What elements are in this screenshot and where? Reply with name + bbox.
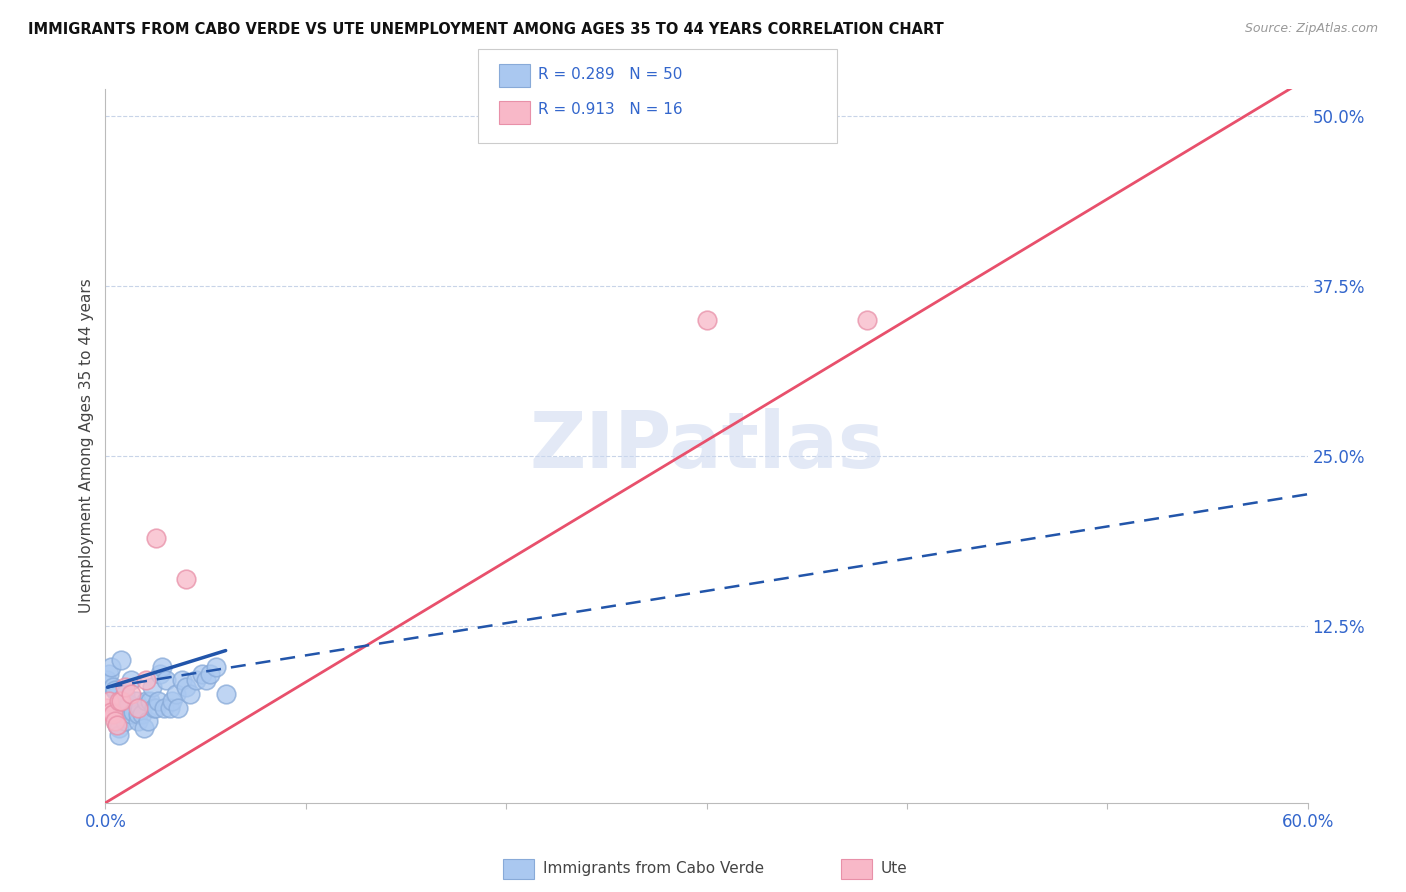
Point bbox=[104, 714, 127, 729]
Point bbox=[104, 705, 127, 719]
Point bbox=[100, 705, 122, 719]
Point bbox=[160, 694, 183, 708]
Point bbox=[855, 313, 877, 327]
Y-axis label: Unemployment Among Ages 35 to 44 years: Unemployment Among Ages 35 to 44 years bbox=[79, 278, 94, 614]
Point bbox=[145, 531, 167, 545]
Point bbox=[100, 660, 122, 674]
Point bbox=[190, 666, 212, 681]
Point bbox=[104, 683, 127, 698]
Point bbox=[696, 313, 718, 327]
Point bbox=[96, 673, 118, 688]
Text: R = 0.289   N = 50: R = 0.289 N = 50 bbox=[538, 67, 683, 81]
Point bbox=[136, 714, 159, 729]
Text: Immigrants from Cabo Verde: Immigrants from Cabo Verde bbox=[543, 862, 763, 876]
Point bbox=[150, 660, 173, 674]
Point bbox=[110, 653, 132, 667]
Point bbox=[107, 707, 129, 722]
Text: R = 0.913   N = 16: R = 0.913 N = 16 bbox=[538, 103, 683, 117]
Point bbox=[103, 680, 125, 694]
Point bbox=[107, 718, 129, 732]
Point bbox=[170, 673, 193, 688]
Point bbox=[152, 700, 174, 714]
Point bbox=[141, 680, 163, 694]
Point bbox=[165, 687, 187, 701]
Text: Source: ZipAtlas.com: Source: ZipAtlas.com bbox=[1244, 22, 1378, 36]
Point bbox=[174, 572, 197, 586]
Point bbox=[174, 680, 197, 694]
Point bbox=[214, 687, 236, 701]
Point bbox=[138, 694, 160, 708]
Point bbox=[110, 694, 132, 708]
Text: ZIPatlas: ZIPatlas bbox=[529, 408, 884, 484]
Point bbox=[194, 673, 217, 688]
Point bbox=[127, 707, 149, 722]
Point bbox=[179, 687, 201, 701]
Point bbox=[108, 721, 131, 735]
Point bbox=[98, 694, 121, 708]
Point bbox=[124, 694, 146, 708]
Point bbox=[117, 700, 139, 714]
Point bbox=[145, 700, 167, 714]
Point bbox=[107, 718, 129, 732]
Point bbox=[146, 694, 169, 708]
Text: Ute: Ute bbox=[880, 862, 907, 876]
Point bbox=[112, 694, 135, 708]
Point bbox=[166, 700, 188, 714]
Point bbox=[121, 673, 143, 688]
Point bbox=[110, 700, 132, 714]
Point bbox=[131, 707, 153, 722]
Point bbox=[135, 694, 157, 708]
Text: IMMIGRANTS FROM CABO VERDE VS UTE UNEMPLOYMENT AMONG AGES 35 TO 44 YEARS CORRELA: IMMIGRANTS FROM CABO VERDE VS UTE UNEMPL… bbox=[28, 22, 943, 37]
Point bbox=[121, 707, 143, 722]
Point bbox=[198, 666, 221, 681]
Point bbox=[128, 700, 150, 714]
Point bbox=[108, 728, 131, 742]
Point bbox=[108, 694, 131, 708]
Point bbox=[159, 700, 181, 714]
Point bbox=[103, 707, 125, 722]
Point bbox=[132, 721, 155, 735]
Point bbox=[142, 700, 165, 714]
Point bbox=[114, 714, 136, 729]
Point bbox=[127, 714, 149, 729]
Point bbox=[204, 660, 226, 674]
Point bbox=[98, 666, 121, 681]
Point bbox=[148, 666, 170, 681]
Point bbox=[184, 673, 207, 688]
Point bbox=[114, 680, 136, 694]
Point bbox=[118, 697, 141, 711]
Point bbox=[135, 673, 157, 688]
Point bbox=[155, 673, 177, 688]
Point bbox=[127, 700, 149, 714]
Point bbox=[114, 687, 136, 701]
Point bbox=[96, 700, 118, 714]
Point bbox=[121, 687, 143, 701]
Point bbox=[122, 705, 145, 719]
